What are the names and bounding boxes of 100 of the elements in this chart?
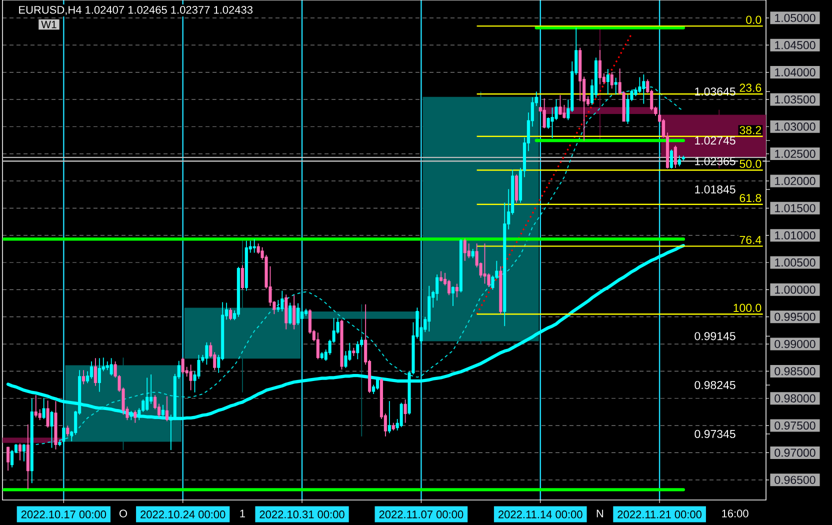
candlestick [515,174,518,204]
candlestick [236,266,240,318]
candlestick [26,424,30,490]
candlestick [542,98,546,129]
y2-tick-label: 1.02745 [695,136,736,145]
candlestick [451,286,455,306]
candlestick [292,294,296,330]
candlestick [316,332,320,360]
series-label: 61.8 [740,194,762,202]
y-tick-label: 1.03000 [775,122,816,131]
candlestick [90,360,94,380]
candlestick [38,408,42,421]
y-tick-label: 1.00000 [775,286,816,294]
candlestick [98,358,101,392]
candlestick [34,394,38,418]
y2-tick-label: 0.99145 [694,332,736,340]
y-tick-label: 1.01500 [775,204,816,212]
x-tick-label: 2022.10.24 00:00 [140,510,226,518]
candlestick [304,308,308,316]
candlestick [467,243,470,259]
candlestick [682,155,685,161]
candlestick [18,443,22,461]
candlestick [134,410,137,424]
x-tick-label: 2022.10.31 00:00 [260,510,344,518]
y-tick-label: 1.04500 [775,41,816,50]
x-tick-label: 2022.11.21 00:00 [618,510,702,518]
candlestick [610,72,614,90]
y-tick-label: 1.03500 [775,95,816,104]
candlestick [614,77,618,96]
text: O [120,510,128,518]
candlestick [459,238,462,293]
candlestick [161,404,165,418]
candlestick [546,116,550,130]
candlestick [550,107,554,138]
candlestick [205,342,208,366]
candlestick [94,358,97,386]
candlestick [392,422,395,431]
candlestick [376,379,380,390]
x-tick-label: 2022.11.07 00:00 [379,510,464,518]
x-tick-label: 2022.10.17 00:00 [21,510,106,518]
candlestick [86,370,90,384]
candlestick [352,347,356,356]
candlestick [142,399,145,412]
candlestick [300,310,304,323]
y-tick-label: 0.97500 [774,421,816,430]
y2-tick-label: 0.97345 [694,430,736,438]
y2-tick-label: 0.98245 [694,380,736,390]
candlestick [578,47,582,102]
candlestick [388,400,391,434]
candlestick [638,76,642,94]
y-tick-label: 0.98000 [774,394,816,402]
candlestick [463,238,466,262]
candlestick [440,270,443,282]
y-tick-label: 0.96500 [774,476,816,484]
candlestick [447,279,451,296]
chart-title: EURUSD,H4 1.02407 1.02465 1.02377 1.02433 [19,6,253,16]
y-tick-label: 1.01000 [775,231,816,240]
candlestick [181,357,184,374]
y-tick-label: 0.99000 [774,340,816,348]
candlestick [256,243,260,254]
y2-tick-label: 1.01845 [695,185,736,194]
series-label: 50.0 [740,160,762,168]
y-tick-label: 1.02500 [775,150,816,158]
candlestick [606,68,610,96]
y-tick-label: 1.05000 [775,14,816,22]
candlestick [276,300,280,312]
series-label: 23.6 [740,84,762,92]
y-tick-label: 0.97000 [774,448,816,457]
candlestick [62,426,66,444]
candlestick [280,290,284,312]
y-tick-label: 1.00500 [775,258,816,267]
x-tick-label: 2022.11.14 00:00 [498,510,582,518]
candlestick [66,425,70,437]
candlestick [82,370,86,385]
candlestick [678,154,681,167]
candlestick [404,399,407,424]
candlestick [428,285,431,332]
candlestick [400,402,403,428]
candlestick [6,446,10,472]
series-label: 0.0 [746,16,762,24]
candlestick [674,145,677,168]
candlestick [30,398,34,484]
candlestick [288,302,292,325]
candlestick [110,358,113,376]
series-label: 38.2 [740,126,762,134]
candlestick [503,202,506,327]
candlestick [320,352,324,360]
y-tick-label: 1.02000 [775,176,816,186]
candlestick [471,248,474,259]
candlestick [229,308,232,321]
annotation: W1 [41,20,56,28]
candlestick [499,266,502,315]
text: 1 [240,510,245,518]
candlestick [296,302,300,326]
candlestick [642,74,646,104]
candlestick [22,444,26,462]
y-tick-label: 1.04000 [775,68,816,76]
candlestick [106,360,109,371]
y-tick-label: 0.99500 [774,312,816,321]
candlestick [184,238,300,393]
